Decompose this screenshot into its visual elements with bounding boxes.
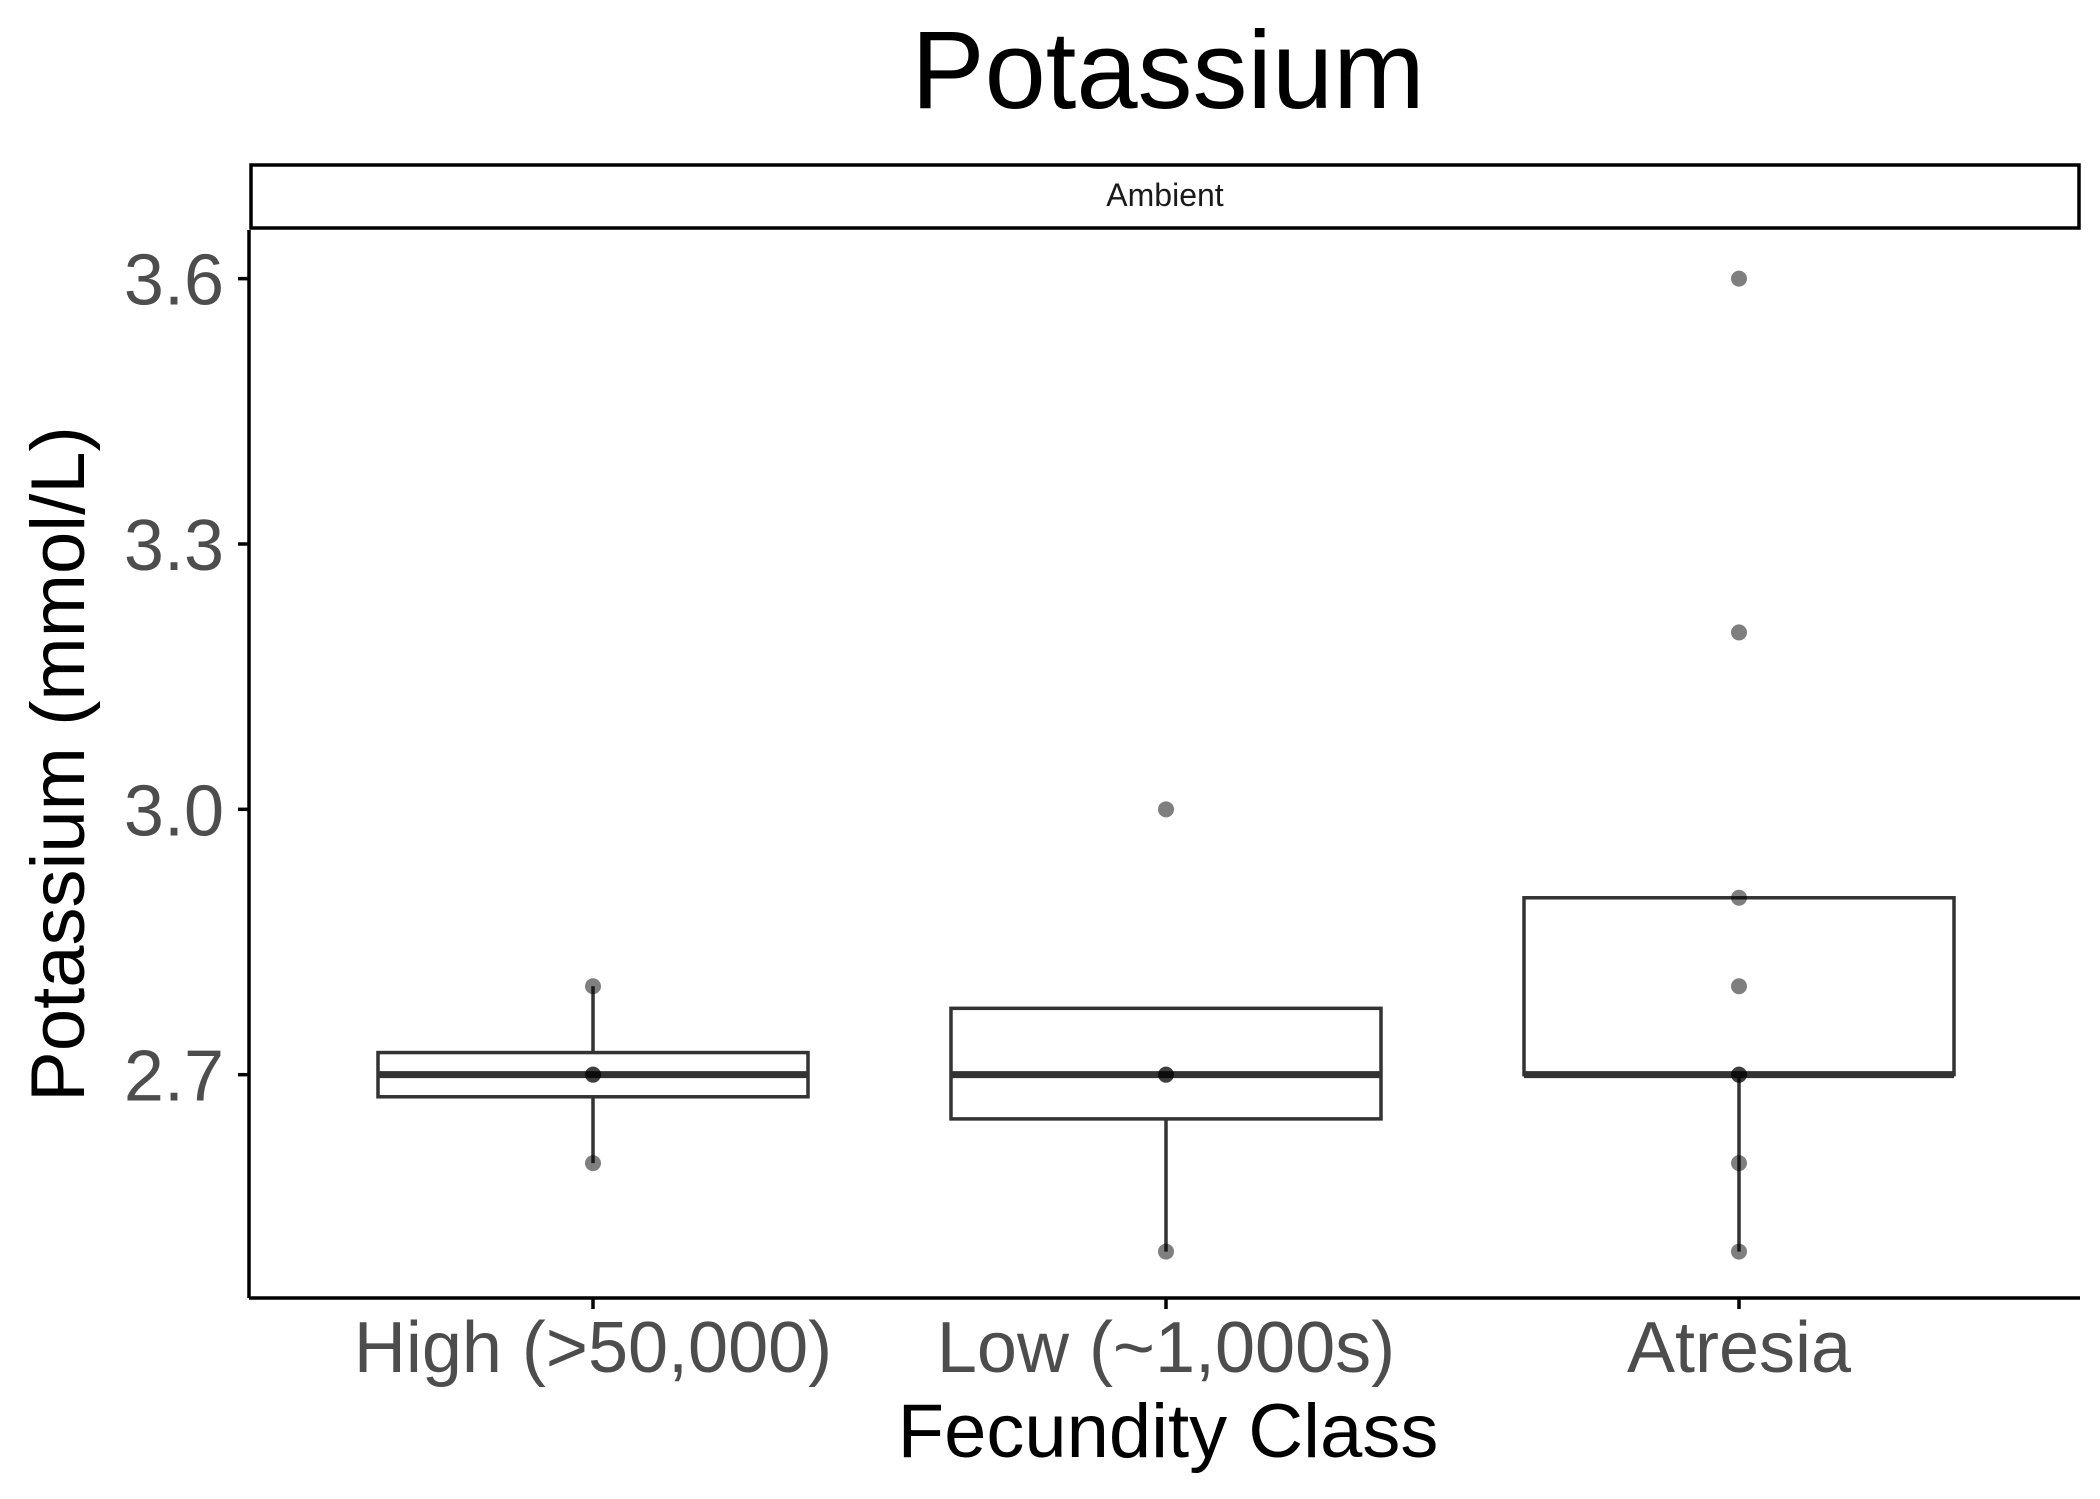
facet-strip: Ambient [249,163,2081,230]
chart-title: Potassium [911,9,1425,132]
x-axis-ticks: High (>50,000) Low (~1,000s) Atresia [354,1298,1852,1388]
data-point [1731,270,1747,287]
y-tick-label: 2.7 [124,1037,224,1117]
data-point [585,1066,601,1083]
data-point [1731,1066,1747,1083]
box-iqr [949,1006,1383,1121]
data-point [1158,801,1174,818]
box-2 [949,1006,1383,1252]
data-point [1731,1243,1747,1260]
facet-strip-label: Ambient [1106,177,1224,213]
y-axis-ticks: 2.7 3.0 3.3 3.6 [124,241,249,1117]
data-point [1731,978,1747,995]
data-point [585,1155,601,1172]
data-point [1158,1243,1174,1260]
x-tick-label: Atresia [1627,1308,1852,1388]
y-tick-label: 3.3 [124,506,224,586]
data-point [1731,889,1747,906]
data-point [585,978,601,995]
x-tick-label: High (>50,000) [354,1308,832,1388]
y-tick-label: 3.0 [124,771,224,851]
data-point [1731,1155,1747,1172]
y-tick-label: 3.6 [124,241,224,321]
x-tick-label: Low (~1,000s) [937,1308,1395,1388]
facet-strip-box [249,163,2081,230]
plot-panel [376,270,1956,1260]
x-axis-title: Fecundity Class [898,1389,1439,1474]
data-point [1731,624,1747,641]
data-point [1158,1066,1174,1083]
y-axis-title: Potassium (mmol/L) [16,426,101,1102]
